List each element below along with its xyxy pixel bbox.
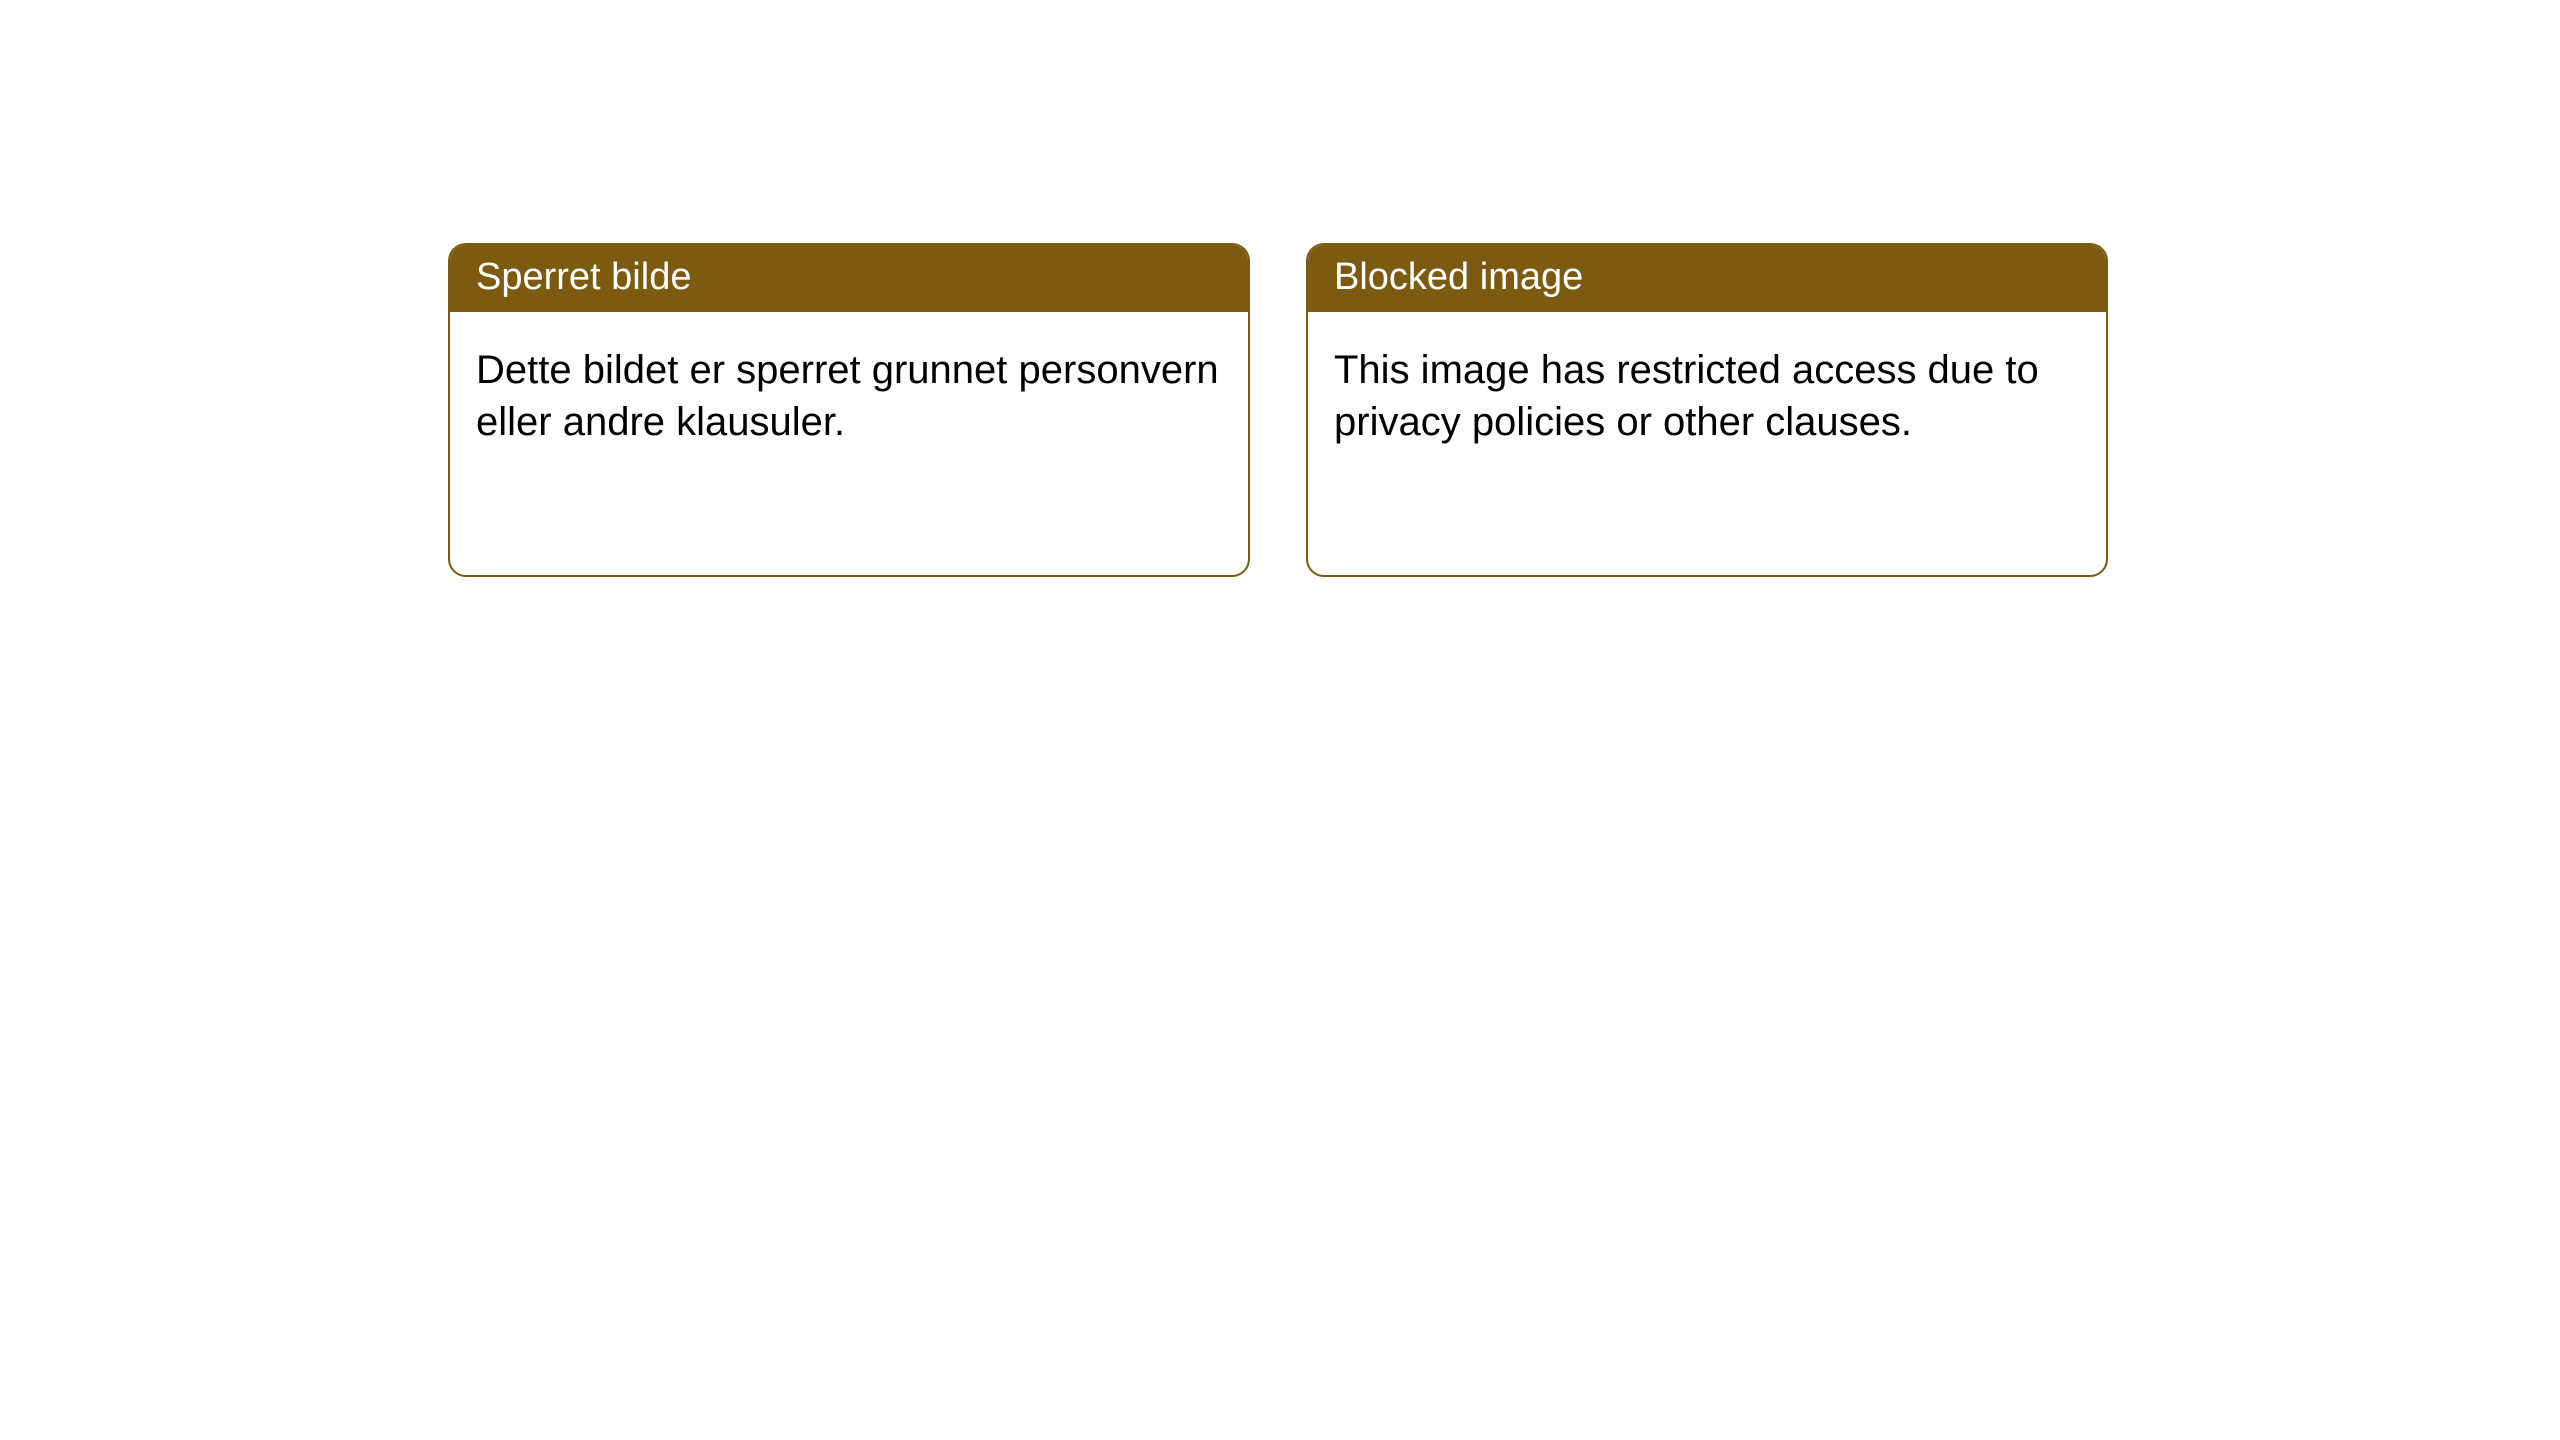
notice-container: Sperret bilde Dette bildet er sperret gr… xyxy=(0,0,2560,577)
notice-card-english: Blocked image This image has restricted … xyxy=(1306,243,2108,577)
notice-card-norwegian: Sperret bilde Dette bildet er sperret gr… xyxy=(448,243,1250,577)
notice-header: Blocked image xyxy=(1308,245,2106,312)
notice-body: This image has restricted access due to … xyxy=(1308,312,2106,474)
notice-body: Dette bildet er sperret grunnet personve… xyxy=(450,312,1248,474)
notice-header: Sperret bilde xyxy=(450,245,1248,312)
